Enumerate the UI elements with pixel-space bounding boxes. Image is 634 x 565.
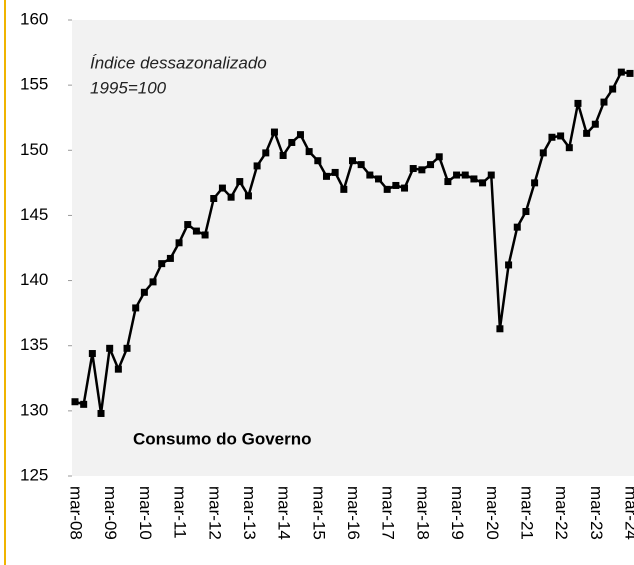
x-tick-label: mar-21 — [517, 486, 536, 540]
annotation: 1995=100 — [90, 78, 167, 97]
y-tick-label: 155 — [20, 75, 48, 94]
point — [244, 192, 252, 200]
point — [166, 254, 174, 262]
point — [461, 171, 469, 179]
point — [201, 231, 209, 239]
point — [435, 153, 443, 161]
plot-area — [72, 20, 634, 476]
point — [322, 172, 330, 180]
point — [600, 98, 608, 106]
point — [479, 179, 487, 187]
y-tick-label: 150 — [20, 140, 48, 159]
point — [375, 175, 383, 183]
x-tick-label: mar-22 — [552, 486, 571, 540]
point — [305, 148, 313, 156]
point — [184, 221, 192, 229]
y-tick-label: 145 — [20, 205, 48, 224]
point — [349, 157, 356, 165]
point — [270, 128, 278, 136]
x-tick-label: mar-16 — [344, 486, 363, 540]
point — [123, 344, 131, 352]
point — [227, 193, 235, 201]
point — [496, 325, 504, 333]
point — [340, 185, 348, 193]
point — [114, 365, 122, 373]
point — [392, 181, 400, 189]
x-tick-label: mar-23 — [587, 486, 606, 540]
point — [522, 208, 530, 216]
point — [539, 149, 547, 157]
point — [357, 161, 365, 169]
y-tick-label: 135 — [20, 335, 48, 354]
point — [366, 171, 374, 179]
x-tick-label: mar-19 — [448, 486, 467, 540]
point — [591, 120, 599, 128]
point — [583, 129, 591, 137]
point — [236, 178, 244, 186]
point — [288, 138, 296, 146]
point — [548, 133, 556, 141]
x-tick-label: mar-24 — [622, 486, 634, 540]
y-tick-label: 125 — [20, 465, 48, 484]
point — [331, 168, 339, 176]
point — [626, 69, 634, 77]
x-tick-label: mar-13 — [240, 486, 259, 540]
x-tick-label: mar-12 — [205, 486, 224, 540]
chart-title: Consumo do Governo — [133, 429, 312, 448]
point — [296, 131, 304, 139]
point — [444, 178, 452, 186]
point — [401, 184, 409, 192]
point — [565, 144, 573, 152]
point — [253, 162, 261, 170]
point — [218, 184, 226, 192]
point — [383, 185, 391, 193]
x-tick-label: mar-15 — [309, 486, 328, 540]
x-tick-label: mar-17 — [379, 486, 398, 540]
point — [617, 68, 625, 76]
point — [262, 149, 270, 157]
point — [314, 157, 322, 165]
point — [149, 278, 157, 286]
point — [175, 239, 183, 247]
y-tick-label: 140 — [20, 270, 48, 289]
y-tick-label: 160 — [20, 9, 48, 28]
point — [132, 304, 140, 312]
point — [71, 398, 79, 406]
point — [453, 171, 461, 179]
point — [140, 288, 148, 296]
x-tick-label: mar-20 — [483, 486, 502, 540]
point — [279, 151, 287, 159]
point — [88, 350, 96, 358]
point — [418, 166, 426, 174]
point — [158, 260, 166, 268]
point — [487, 171, 495, 179]
point — [427, 161, 435, 169]
x-tick-label: mar-14 — [275, 486, 294, 540]
x-tick-label: mar-08 — [67, 486, 86, 540]
point — [531, 179, 539, 187]
point — [505, 261, 513, 269]
x-tick-label: mar-11 — [171, 486, 190, 539]
point — [210, 194, 218, 202]
point — [80, 400, 88, 408]
y-tick-label: 130 — [20, 400, 48, 419]
point — [192, 227, 200, 235]
point — [513, 223, 521, 231]
point — [106, 344, 114, 352]
point — [557, 132, 565, 140]
point — [609, 85, 617, 93]
x-tick-label: mar-09 — [101, 486, 120, 540]
point — [409, 165, 417, 173]
point — [97, 409, 105, 417]
point — [470, 175, 478, 183]
point — [574, 99, 582, 107]
x-tick-label: mar-18 — [413, 486, 432, 540]
annotation: Índice dessazonalizado — [90, 53, 267, 72]
x-tick-label: mar-10 — [136, 486, 155, 540]
